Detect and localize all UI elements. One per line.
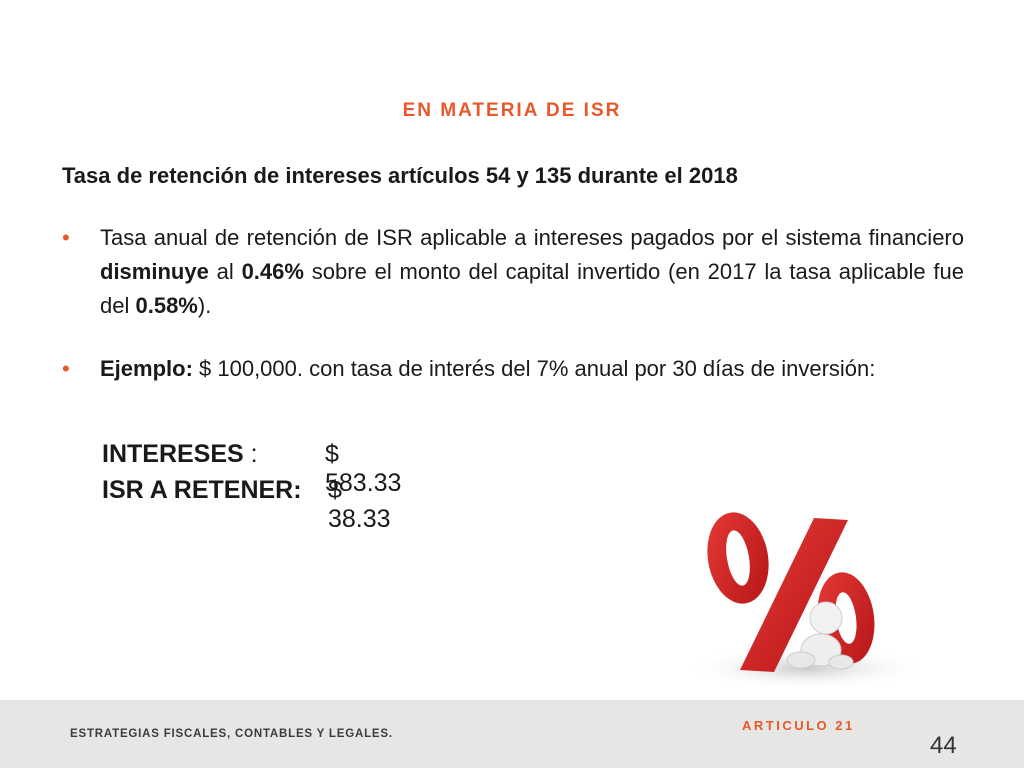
calc-row-isr: ISR A RETENER: $ 38.33 [102, 476, 391, 533]
percent-figure-icon [686, 512, 926, 690]
bullet-text: Ejemplo: $ 100,000. con tasa de interés … [100, 356, 876, 381]
bullet-item-rate: • Tasa anual de retención de ISR aplicab… [62, 221, 964, 323]
isr-label: ISR A RETENER: [102, 476, 302, 504]
footer-brand: ESTRATEGIAS FISCALES, CONTABLES Y LEGALE… [70, 728, 393, 740]
interest-value: $ 583.33 [325, 440, 402, 497]
isr-value: $ 38.33 [328, 476, 391, 533]
header-title: EN MATERIA DE ISR [402, 100, 622, 121]
calc-row-interest: INTERESES : $ 583.33 [102, 440, 401, 497]
footer-section: ARTICULO 21 [742, 718, 855, 733]
bullet-dot-icon: • [62, 356, 70, 381]
bullet-item-example: • Ejemplo: $ 100,000. con tasa de interé… [62, 352, 964, 386]
page-number: 44 [930, 732, 957, 759]
bullet-dot-icon: • [62, 225, 70, 250]
interest-label: INTERESES [102, 440, 244, 468]
slide-header: EN MATERIA DE ISR [0, 100, 1024, 122]
bullet-text: Tasa anual de retención de ISR aplicable… [100, 225, 964, 318]
interest-sep: : [243, 440, 258, 468]
slide-subtitle: Tasa de retención de intereses artículos… [62, 163, 738, 188]
slide-footer: ESTRATEGIAS FISCALES, CONTABLES Y LEGALE… [0, 700, 1024, 768]
